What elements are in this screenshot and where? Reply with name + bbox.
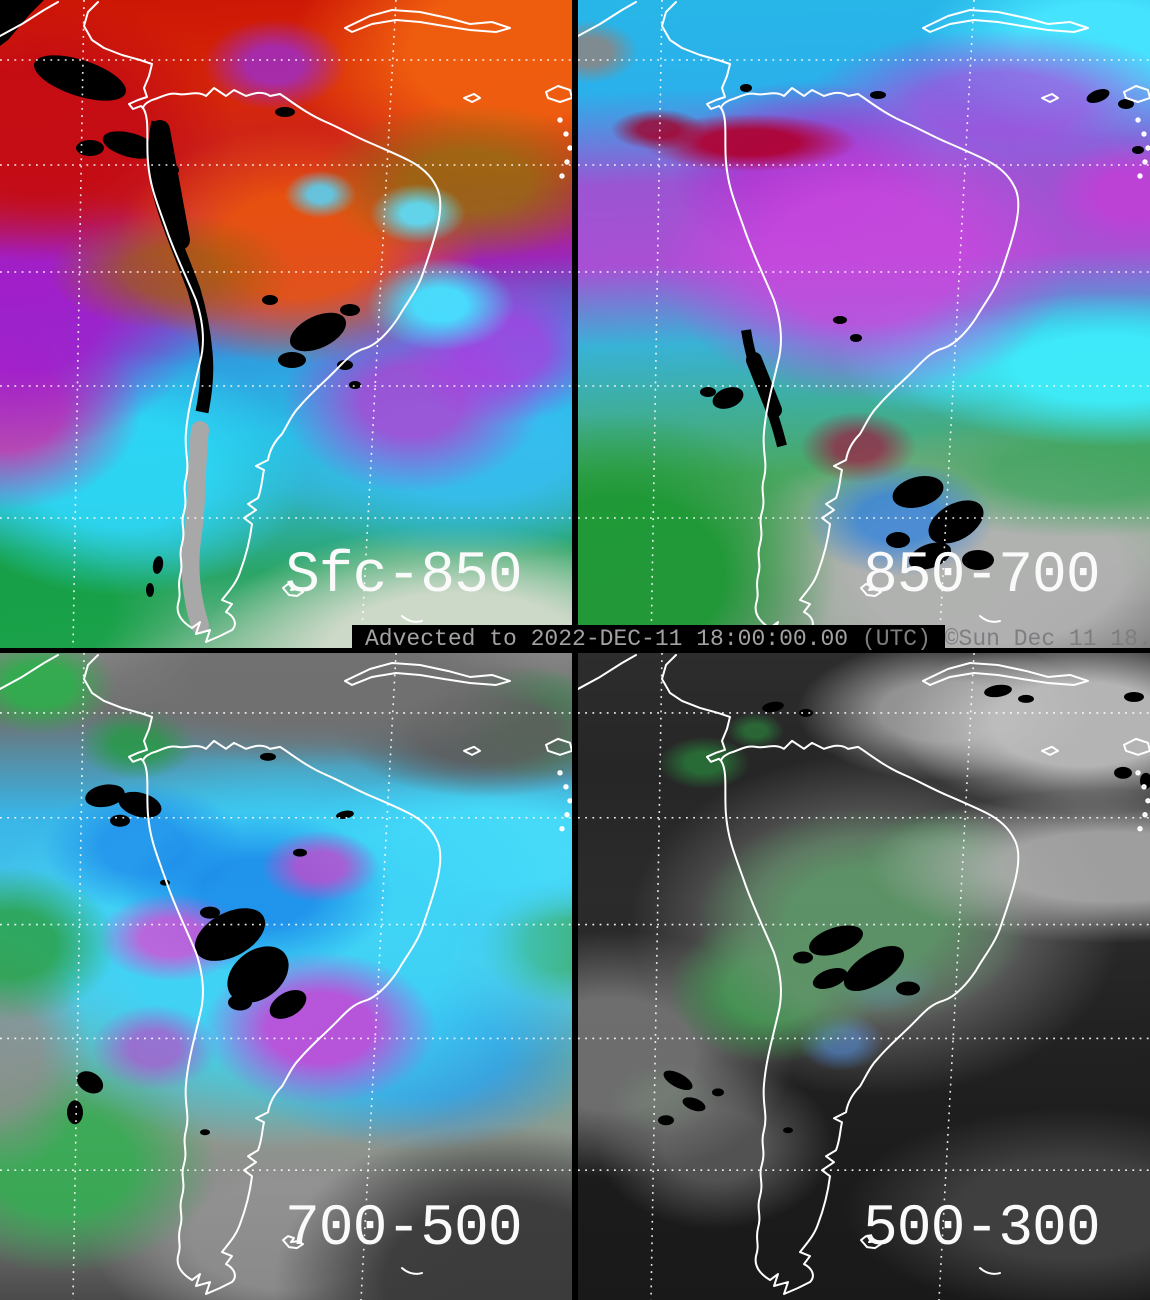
panel-500-300: 500-300 [578, 653, 1150, 1300]
panel-label-500-300: 500-300 [863, 1197, 1101, 1262]
panel-850-700: 850-700 [578, 0, 1150, 648]
panel-700-500: 700-500 [0, 653, 572, 1300]
timestamp-bar: Advected to 2022-DEC-11 18:00:00.00 (UTC… [352, 625, 1150, 653]
saturated-black-areas [0, 0, 361, 597]
saturated-black-areas [700, 84, 1144, 570]
panel-label-850-700: 850-700 [863, 544, 1101, 609]
geo-overlay-sfc-850 [0, 0, 572, 648]
timestamp-suffix-text: (UTC) ©Sun Dec 11 18.5 [848, 626, 1150, 652]
terrain-gray-andes [181, 421, 209, 634]
geo-overlay-700-500 [0, 653, 572, 1300]
saturated-black-areas [658, 684, 1150, 1134]
geo-overlay-850-700 [578, 0, 1150, 648]
panel-label-sfc-850: Sfc-850 [285, 544, 523, 609]
panel-label-700-500: 700-500 [285, 1197, 523, 1262]
geo-overlay-500-300 [578, 653, 1150, 1300]
timestamp-bar-background [352, 625, 945, 653]
saturated-black-areas [67, 752, 354, 1136]
moisture-field-850-700 [578, 0, 1150, 648]
panel-sfc-850: Sfc-850 [0, 0, 572, 648]
timestamp-advected-text: Advected to 2022-DEC-11 18:00:00.00 [365, 626, 849, 652]
